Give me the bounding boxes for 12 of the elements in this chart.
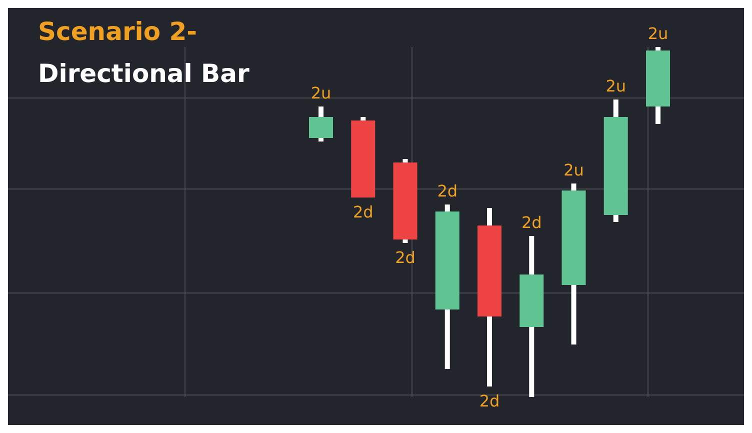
annotation: 2u xyxy=(606,76,626,96)
annotation: 2u xyxy=(310,84,332,102)
text: Directional Bar xyxy=(38,59,250,88)
annotation: 2d xyxy=(395,248,416,267)
text: 2u xyxy=(648,24,668,43)
annotation: 2d xyxy=(352,202,374,222)
candlestick xyxy=(309,106,333,142)
annotation: 2u xyxy=(564,160,584,180)
annotation: 2d xyxy=(521,213,542,232)
chart-title: Scenario 2- xyxy=(38,17,197,46)
annotation: 2d xyxy=(437,182,458,200)
annotation: 2d xyxy=(479,392,500,410)
